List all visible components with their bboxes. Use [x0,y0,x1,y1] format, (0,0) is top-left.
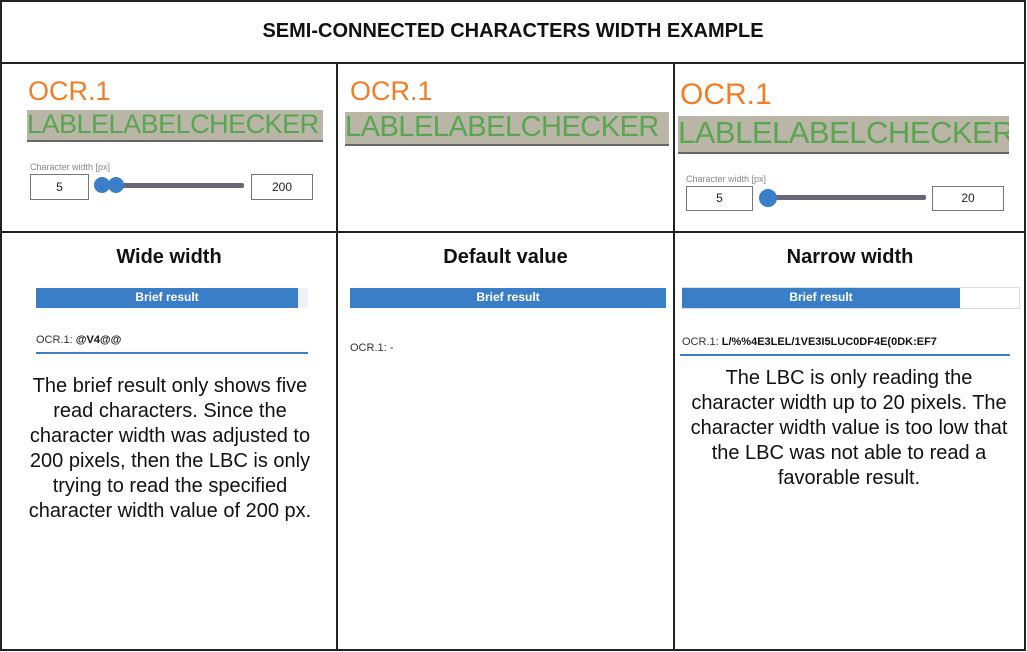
brief-result-bar[interactable]: Brief result [682,288,960,308]
column-heading: Narrow width [786,246,914,268]
column-divider [336,62,338,651]
ocr-name: OCR.1 [680,78,772,111]
underline [36,352,308,354]
brief-result-bar[interactable]: Brief result [350,288,666,308]
ocr-name: OCR.1 [28,76,111,106]
result-value: - [389,342,394,354]
slider-label: Character width [px] [30,162,111,172]
result-value: @V4@@ [75,334,122,346]
slider-label: Character width [px] [686,174,767,184]
result-key: OCR.1: [36,334,73,346]
result-key: OCR.1: [682,336,719,348]
label-image: LABLELABELCHECKER [345,112,669,146]
slider-handle[interactable] [108,177,124,193]
description: The brief result only shows five read ch… [28,375,312,522]
underline [680,354,1010,356]
column-heading: Default value [443,246,568,268]
result-line: OCR.1: L/%%4E3LEL/1VE3I5LUC0DF4E(0DK:EF7 [682,336,937,348]
label-image: LABLELABELCHECKER [27,110,323,142]
ocr-name: OCR.1 [350,76,433,106]
slider-track [762,195,926,200]
result-line: OCR.1: - [350,342,393,354]
column-divider [673,62,675,651]
slider-min-input[interactable]: 5 [686,186,753,211]
brief-result-bar[interactable]: Brief result [36,288,298,308]
slider-max-input[interactable]: 200 [251,174,313,200]
slider-handle[interactable] [94,177,110,193]
label-image: LABLELABELCHECKER [678,116,1009,154]
result-line: OCR.1: @V4@@ [36,334,121,346]
table-title: SEMI-CONNECTED CHARACTERS WIDTH EXAMPLE [262,20,764,42]
slider-track [96,183,244,188]
description: The LBC is only reading the character wi… [690,367,1008,489]
column-heading: Wide width [116,246,222,268]
result-key: OCR.1: [350,342,387,354]
slider-max-input[interactable]: 20 [932,186,1004,211]
slider-handle[interactable] [759,189,777,207]
row-divider [0,231,1026,233]
row-divider [0,62,1026,64]
result-value: L/%%4E3LEL/1VE3I5LUC0DF4E(0DK:EF7 [721,336,937,348]
slider-min-input[interactable]: 5 [30,174,89,200]
